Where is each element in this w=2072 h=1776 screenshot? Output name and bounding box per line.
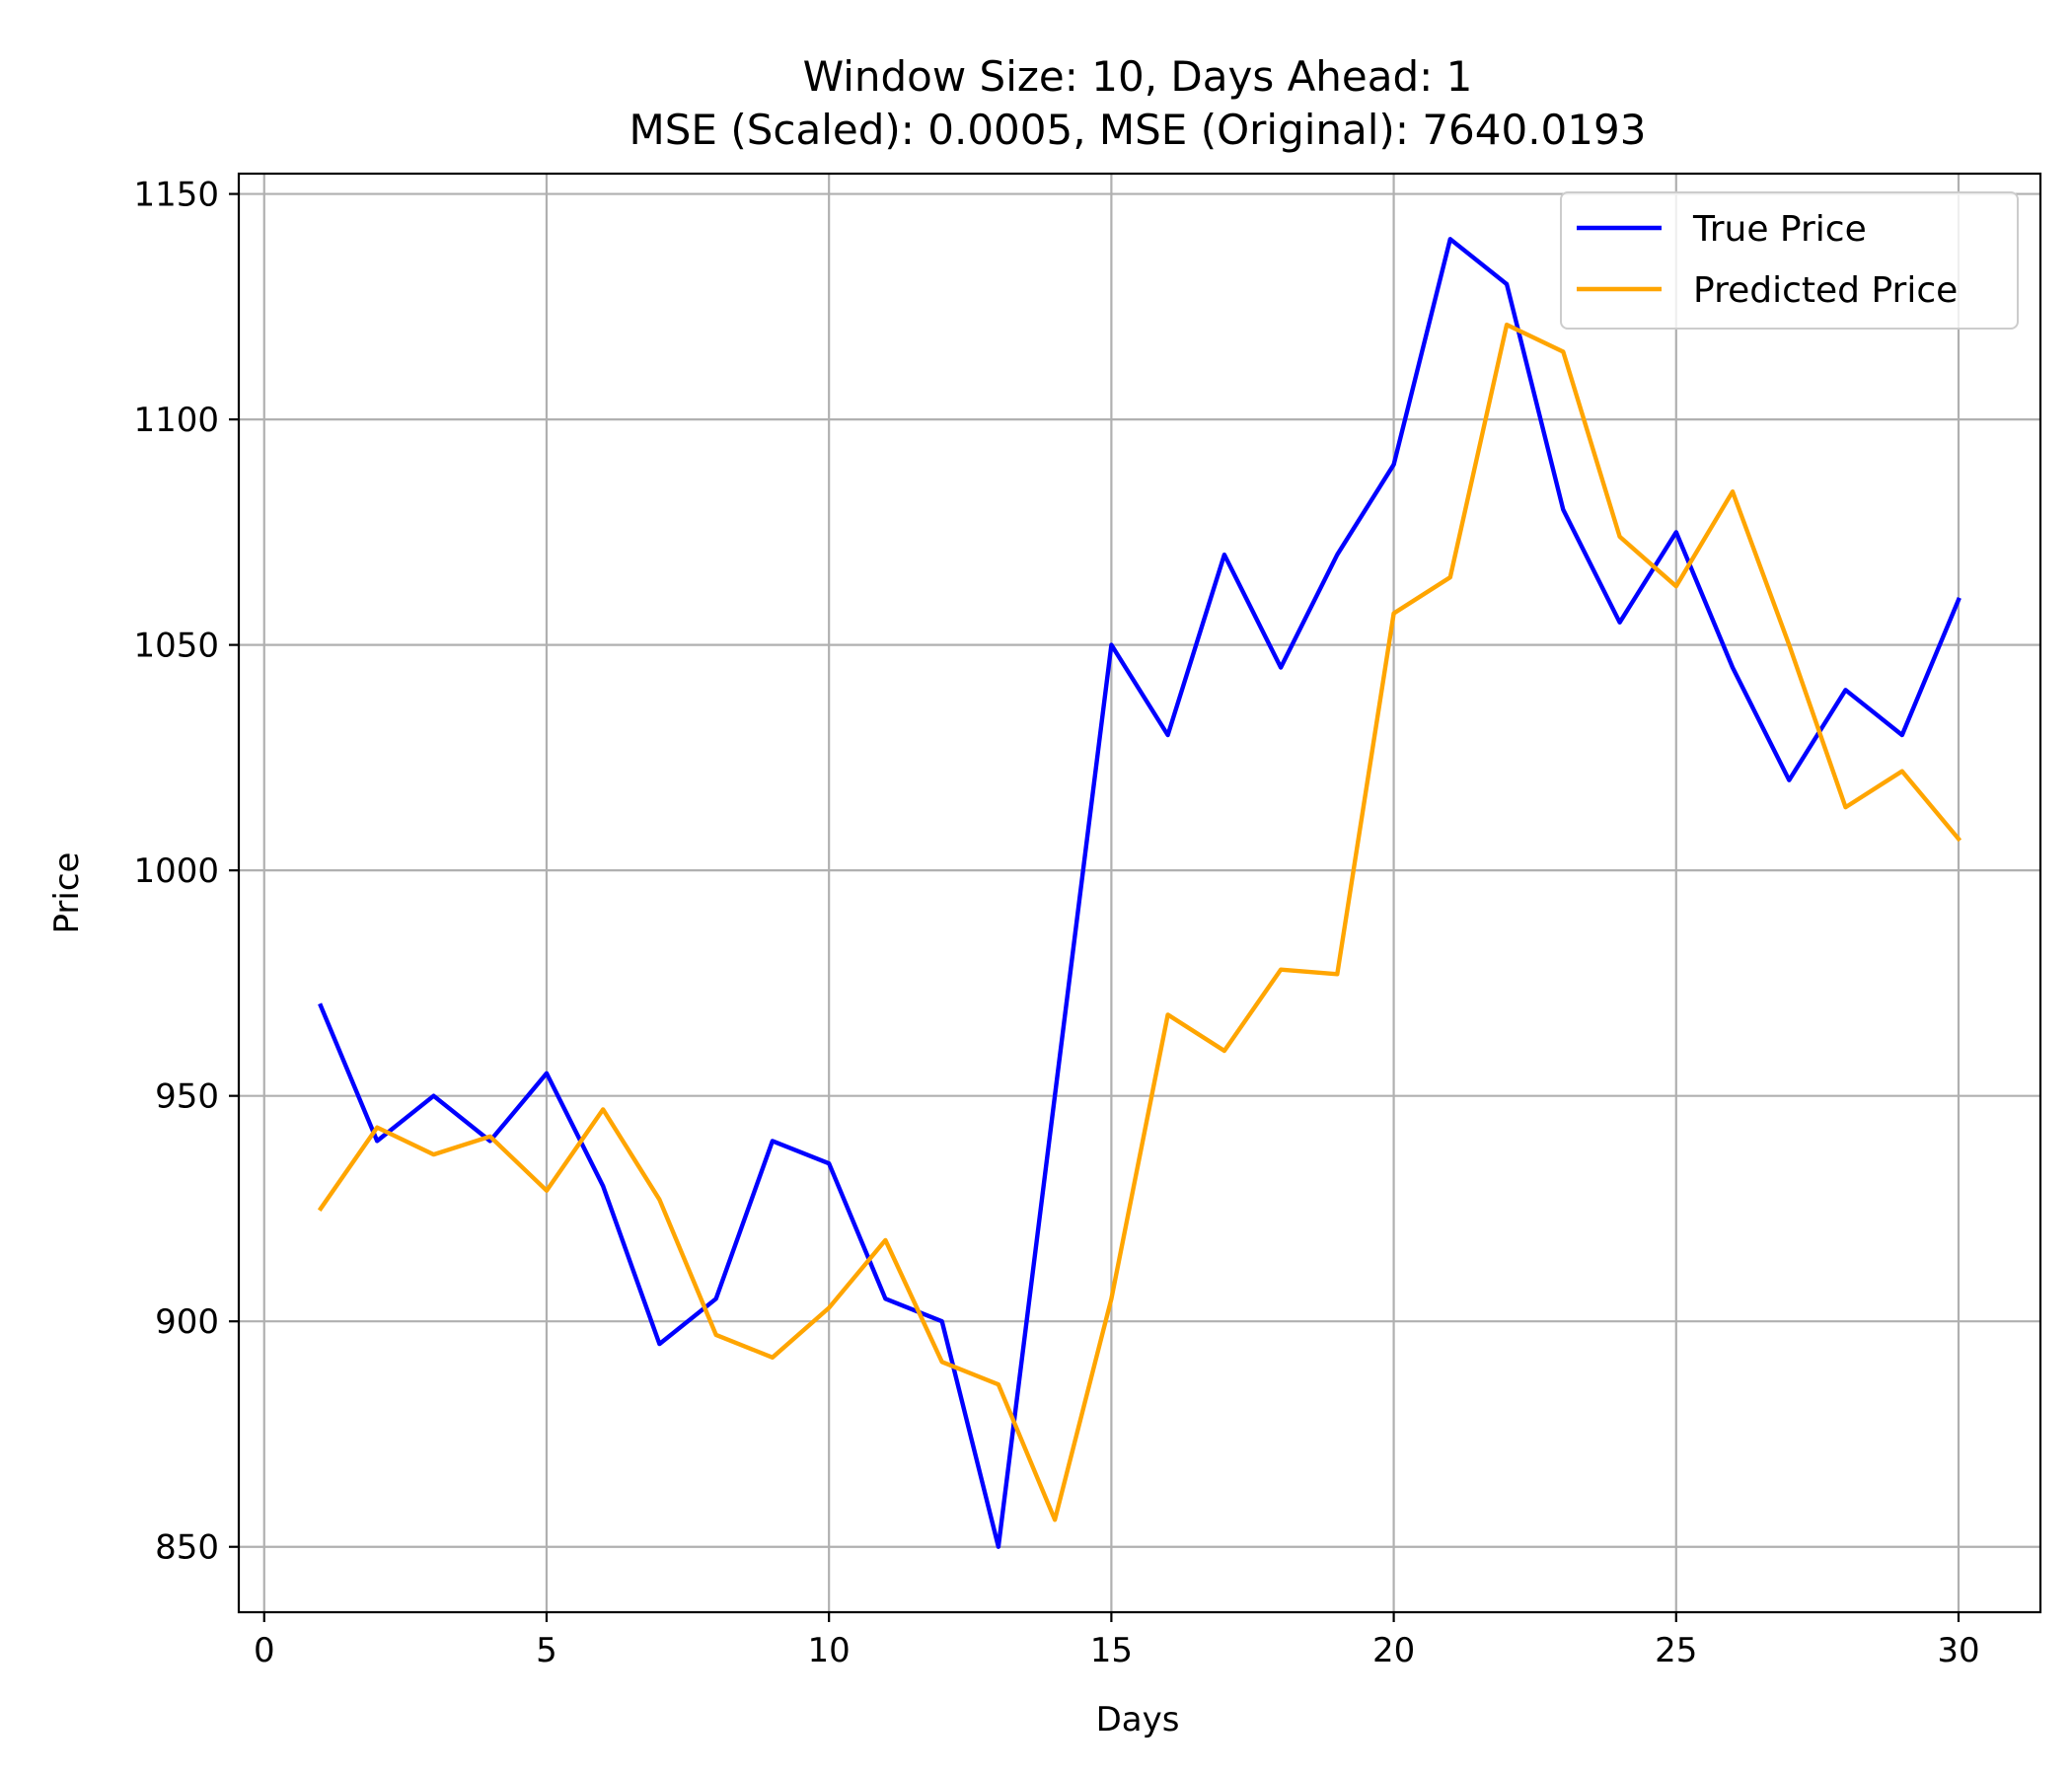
series-line-true-price: [318, 237, 1961, 1549]
series-line-predicted-price: [317, 322, 1962, 1522]
x-tick-label: 0: [254, 1631, 275, 1670]
chart-title: Window Size: 10, Days Ahead: 1: [803, 52, 1473, 101]
legend-label-predicted-price: Predicted Price: [1693, 270, 1958, 311]
axis-ticks: 0 5 10 15 20 25 30 850 900 950 1000 1050 1100 1150: [133, 176, 1979, 1670]
x-tick-label: 25: [1655, 1631, 1697, 1670]
x-tick-label: 30: [1937, 1631, 1979, 1670]
legend-label-true-price: True Price: [1692, 209, 1867, 250]
y-tick-label: 1000: [133, 851, 219, 891]
grid-lines: [239, 174, 2040, 1612]
chart-subtitle: MSE (Scaled): 0.0005, MSE (Original): 76…: [629, 106, 1647, 154]
legend-box: [1560, 191, 2019, 330]
y-tick-label: 1050: [133, 627, 219, 666]
x-tick-label: 5: [536, 1631, 557, 1670]
series-lines: [317, 237, 1962, 1549]
x-tick-label: 20: [1372, 1631, 1415, 1670]
x-tick-label: 10: [808, 1631, 851, 1670]
x-tick-label: 15: [1090, 1631, 1133, 1670]
y-tick-label: 950: [155, 1077, 219, 1117]
y-tick-label: 850: [155, 1528, 219, 1568]
plot-frame: [237, 172, 2042, 1614]
y-tick-label: 900: [155, 1302, 219, 1342]
x-axis-label: Days: [1096, 1700, 1180, 1739]
y-tick-label: 1100: [133, 401, 219, 440]
y-axis-label: Price: [47, 852, 87, 934]
y-tick-label: 1150: [133, 176, 219, 215]
legend: True Price Predicted Price: [1560, 191, 2019, 330]
